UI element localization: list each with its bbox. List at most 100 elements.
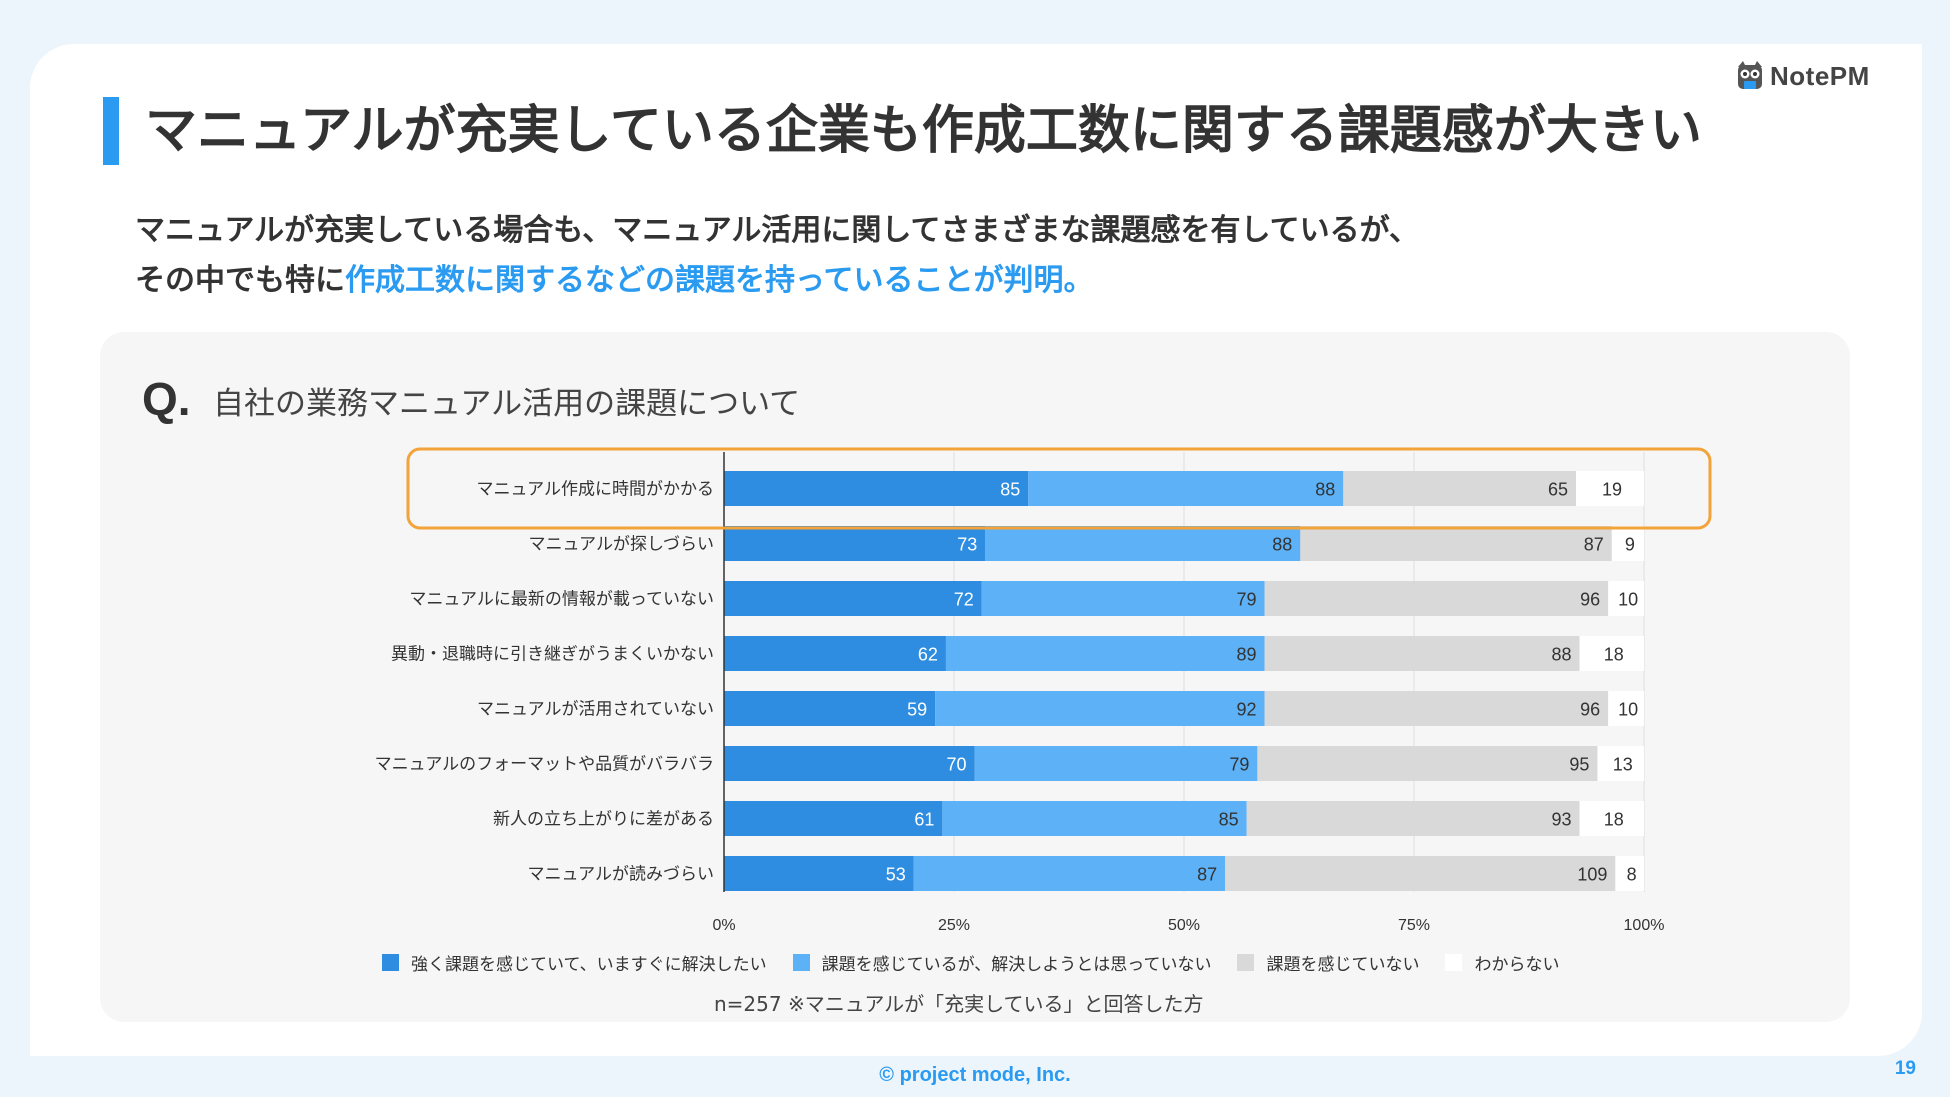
data-label: 8: [1627, 865, 1637, 885]
x-tick-label: 100%: [1624, 917, 1665, 934]
data-label: 65: [1548, 480, 1568, 500]
chart-legend: 強く課題を感じていて、いますぐに解決したい 課題を感じているが、解決しようとは思っ…: [382, 950, 1559, 975]
data-label: 89: [1237, 645, 1257, 665]
bar-segment: [935, 691, 1265, 726]
data-label: 85: [1219, 810, 1239, 830]
category-label: 新人の立ち上がりに差がある: [493, 810, 714, 830]
legend-swatch: [1445, 954, 1463, 971]
data-label: 93: [1552, 810, 1572, 830]
data-label: 85: [1000, 480, 1020, 500]
legend-swatch: [1237, 954, 1255, 971]
data-label: 87: [1584, 535, 1604, 555]
data-label: 10: [1618, 700, 1638, 720]
data-label: 10: [1618, 590, 1638, 610]
data-label: 92: [1237, 700, 1257, 720]
bar-segment: [942, 801, 1247, 836]
data-label: 79: [1229, 755, 1249, 775]
bar-segment: [724, 856, 914, 891]
lead-line-2-highlight: 作成工数に関するなどの課題を持っていることが判明。: [345, 263, 1094, 298]
bar-segment: [1615, 856, 1644, 891]
legend-swatch: [382, 954, 399, 971]
bar-segment: [724, 691, 936, 726]
legend-label: 課題を感じていない: [1266, 955, 1420, 975]
bar-segment: [985, 526, 1301, 561]
bar-segment: [1575, 471, 1644, 506]
copyright-footer: © project mode, Inc.: [879, 1064, 1071, 1086]
category-label: マニュアルに最新の情報が載っていない: [409, 590, 714, 610]
data-label: 88: [1272, 535, 1292, 555]
bar-segment: [1264, 636, 1580, 671]
data-label: 13: [1613, 755, 1633, 775]
bar-segment: [1343, 471, 1576, 506]
data-label: 96: [1580, 700, 1600, 720]
bar-segment: [724, 471, 1029, 506]
brand-name: NotePM: [1770, 60, 1870, 91]
x-tick-label: 0%: [712, 917, 735, 934]
data-label: 88: [1315, 480, 1335, 500]
title-accent-bar: [103, 97, 119, 165]
owl-logo-icon: [1738, 61, 1762, 89]
bar-segment: [1597, 746, 1644, 781]
legend-swatch: [792, 954, 810, 971]
data-label: 79: [1237, 590, 1257, 610]
brand-logo: NotePM: [1736, 58, 1870, 94]
data-label: 70: [947, 755, 967, 775]
data-label: 59: [907, 700, 927, 720]
category-label: マニュアルが探しづらい: [529, 535, 714, 555]
bar-segment: [1028, 471, 1344, 506]
data-label: 18: [1604, 810, 1624, 830]
bar-segment: [1608, 691, 1644, 726]
bar-segment: [1300, 526, 1612, 561]
lead-line-1: マニュアルが充実している場合も、マニュアル活用に関してさまざまな課題感を有してい…: [135, 213, 1419, 248]
data-label: 18: [1604, 645, 1624, 665]
data-label: 62: [918, 645, 938, 665]
category-label: 異動・退職時に引き継ぎがうまくいかない: [391, 645, 714, 665]
legend-label: わからない: [1474, 955, 1560, 975]
data-label: 96: [1580, 590, 1600, 610]
category-label: マニュアルのフォーマットや品質がバラバラ: [375, 755, 714, 775]
data-label: 61: [914, 810, 934, 830]
bar-segment: [1225, 856, 1616, 891]
category-label: マニュアル作成に時間がかかる: [477, 480, 715, 500]
data-label: 9: [1625, 535, 1635, 555]
x-tick-label: 25%: [938, 917, 970, 934]
lead-text: マニュアルが充実している場合も、マニュアル活用に関してさまざまな課題感を有してい…: [135, 206, 1419, 306]
chart-panel: [100, 332, 1850, 1022]
data-label: 19: [1602, 480, 1622, 500]
bar-segment: [945, 636, 1265, 671]
lead-line-2-prefix: その中でも特に: [135, 263, 345, 298]
legend-item: 課題を感じているが、解決しようとは思っていない: [792, 950, 1211, 975]
highlight-frame: [406, 447, 1712, 530]
bar-segment: [724, 746, 975, 781]
lead-line-2: その中でも特に作成工数に関するなどの課題を持っていることが判明。: [135, 256, 1419, 306]
bar-segment: [1579, 636, 1644, 671]
data-label: 53: [886, 865, 906, 885]
data-label: 73: [957, 535, 977, 555]
data-label: 87: [1197, 865, 1217, 885]
category-label: マニュアルが読みづらい: [528, 865, 715, 885]
question-mark: Q.: [142, 373, 191, 425]
bar-segment: [724, 526, 986, 561]
x-tick-label: 75%: [1398, 917, 1430, 934]
bar-segment: [974, 746, 1258, 781]
legend-item: 強く課題を感じていて、いますぐに解決したい: [382, 950, 767, 975]
category-label: マニュアルが活用されていない: [477, 700, 714, 720]
page-title: マニュアルが充実している企業も作成工数に関する課題感が大きい: [145, 101, 1702, 161]
legend-item: 課題を感じていない: [1237, 950, 1419, 975]
sample-note: n=257 ※マニュアルが「充実している」と回答した方: [714, 992, 1204, 1016]
bar-segment: [1608, 581, 1644, 616]
bar-segment: [1257, 746, 1598, 781]
legend-item: わからない: [1445, 950, 1559, 975]
bar-segment: [1246, 801, 1580, 836]
bar-segment: [1264, 691, 1609, 726]
bar-segment: [1611, 526, 1644, 561]
bar-segment: [724, 636, 946, 671]
data-label: 88: [1552, 645, 1572, 665]
data-label: 95: [1569, 755, 1589, 775]
bar-segment: [913, 856, 1226, 891]
bar-segment: [981, 581, 1265, 616]
bar-segment: [1579, 801, 1644, 836]
legend-label: 強く課題を感じていて、いますぐに解決したい: [411, 955, 767, 975]
page-number: 19: [1894, 1058, 1916, 1079]
